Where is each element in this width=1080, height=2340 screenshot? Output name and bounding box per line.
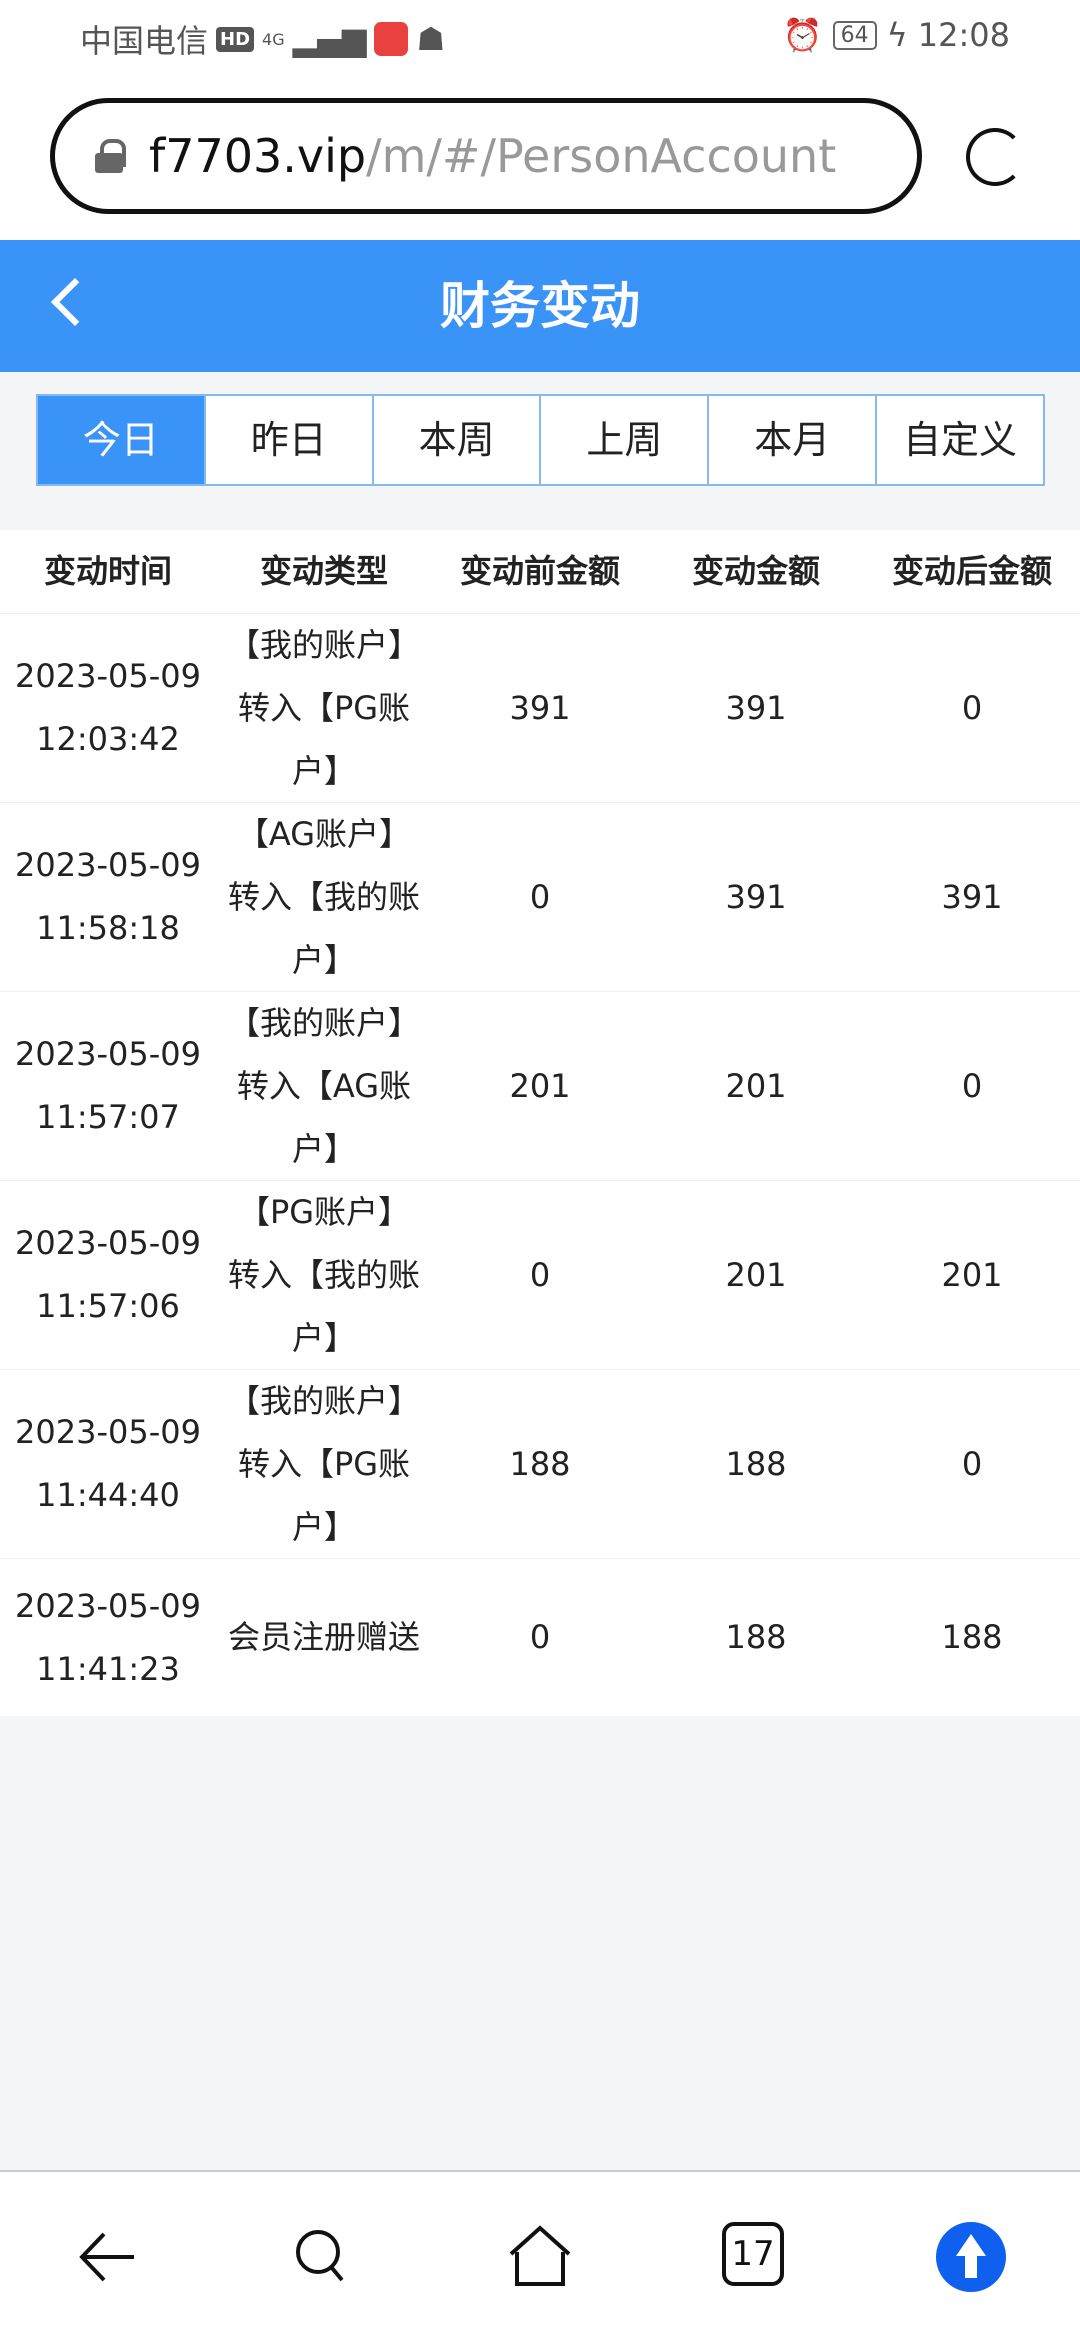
- lock-icon: [95, 139, 126, 173]
- status-bar: 中国电信 HD 4G ▂▄▆ ☗ ⏰ 64 ϟ 12:08: [0, 0, 1080, 76]
- amount-cell: 201: [725, 1066, 787, 1105]
- search-icon[interactable]: [288, 2222, 358, 2292]
- table-row: 2023-05-09 11:41:23 会员注册赠送 0 188 188: [0, 1559, 1080, 1716]
- type-cell: 【AG账户】转入【我的账户】: [227, 814, 420, 979]
- time-cell: 2023-05-09 11:58:18: [15, 846, 201, 947]
- tab-today[interactable]: 今日: [38, 396, 206, 484]
- battery-icon: 64: [832, 20, 877, 50]
- tab-this-month[interactable]: 本月: [709, 396, 878, 484]
- time-cell: 2023-05-09 11:57:07: [15, 1035, 201, 1136]
- table-row: 2023-05-09 11:58:18 【AG账户】转入【我的账户】 0 391 391: [0, 803, 1080, 992]
- time-cell: 2023-05-09 11:44:40: [15, 1413, 201, 1514]
- amount-cell: 391: [725, 688, 787, 727]
- type-cell: 【我的账户】转入【PG账户】: [227, 625, 420, 790]
- huawei-app-icon: [374, 22, 409, 56]
- column-header: 变动金额: [691, 552, 820, 590]
- table-header: 变动时间 变动类型 变动前金额 变动金额 变动后金额: [0, 530, 1080, 614]
- carrier: 中国电信: [80, 22, 209, 60]
- type-cell: 【PG账户】转入【我的账户】: [227, 1192, 420, 1357]
- after-amount-cell: 201: [941, 1255, 1003, 1294]
- type-cell: 【我的账户】转入【AG账户】: [227, 1003, 420, 1168]
- date-filter-tabs: 今日 昨日 本周 上周 本月 自定义: [36, 394, 1045, 486]
- time-cell: 2023-05-09 12:03:42: [15, 657, 201, 758]
- back-arrow-icon[interactable]: [72, 2222, 142, 2292]
- alarm-icon: ⏰: [782, 16, 823, 54]
- tab-yesterday[interactable]: 昨日: [206, 396, 374, 484]
- before-amount-cell: 0: [529, 1255, 551, 1294]
- amount-cell: 201: [725, 1255, 787, 1294]
- browser-bottom-nav: 17: [0, 2170, 1080, 2340]
- column-header: 变动类型: [259, 552, 388, 590]
- after-amount-cell: 391: [941, 877, 1003, 916]
- address-bar[interactable]: f7703.vip/m/#/PersonAccount: [50, 98, 922, 214]
- column-header: 变动后金额: [891, 552, 1052, 590]
- before-amount-cell: 0: [529, 1618, 551, 1656]
- after-amount-cell: 0: [961, 688, 983, 727]
- transactions-table: 变动时间 变动类型 变动前金额 变动金额 变动后金额 2023-05-09 12:…: [0, 530, 1080, 1716]
- column-header: 变动时间: [43, 552, 172, 590]
- url-text: f7703.vip/m/#/PersonAccount: [149, 129, 837, 183]
- before-amount-cell: 188: [509, 1444, 571, 1483]
- before-amount-cell: 201: [509, 1066, 571, 1105]
- tab-last-week[interactable]: 上周: [541, 396, 710, 484]
- type-cell: 会员注册赠送: [227, 1618, 420, 1656]
- notification-icon: ☗: [416, 20, 446, 58]
- after-amount-cell: 0: [961, 1444, 983, 1483]
- time-cell: 2023-05-09 11:57:06: [15, 1224, 201, 1325]
- upload-arrow-icon[interactable]: [936, 2222, 1006, 2292]
- after-amount-cell: 188: [941, 1618, 1003, 1656]
- hd-icon: HD: [216, 26, 255, 52]
- page-header: 财务变动: [0, 240, 1080, 372]
- tab-custom[interactable]: 自定义: [903, 418, 1018, 462]
- table-row: 2023-05-09 11:57:06 【PG账户】转入【我的账户】 0 201 201: [0, 1181, 1080, 1370]
- tabs-count-button[interactable]: 17: [722, 2222, 784, 2286]
- time-cell: 2023-05-09 11:41:23: [15, 1586, 201, 1688]
- type-cell: 【我的账户】转入【PG账户】: [227, 1381, 420, 1546]
- browser-toolbar: f7703.vip/m/#/PersonAccount: [0, 76, 1080, 240]
- reload-icon[interactable]: [966, 128, 1024, 186]
- signal-icon: 4G: [262, 29, 285, 49]
- amount-cell: 188: [725, 1444, 787, 1483]
- after-amount-cell: 0: [961, 1066, 983, 1105]
- table-row: 2023-05-09 11:57:07 【我的账户】转入【AG账户】 201 201 0: [0, 992, 1080, 1181]
- home-icon[interactable]: [505, 2222, 575, 2292]
- amount-cell: 188: [725, 1618, 787, 1656]
- column-header: 变动前金额: [459, 552, 620, 590]
- charging-icon: ϟ: [886, 16, 908, 54]
- page-title: 财务变动: [440, 277, 640, 335]
- clock: 12:08: [917, 16, 1010, 54]
- table-row: 2023-05-09 12:03:42 【我的账户】转入【PG账户】 391 391 0: [0, 614, 1080, 803]
- before-amount-cell: 0: [529, 877, 551, 916]
- tab-this-week[interactable]: 本周: [374, 396, 542, 484]
- table-row: 2023-05-09 11:44:40 【我的账户】转入【PG账户】 188 188 0: [0, 1370, 1080, 1559]
- amount-cell: 391: [725, 877, 787, 916]
- signal-bars-icon: ▂▄▆: [292, 20, 367, 58]
- before-amount-cell: 391: [509, 688, 571, 727]
